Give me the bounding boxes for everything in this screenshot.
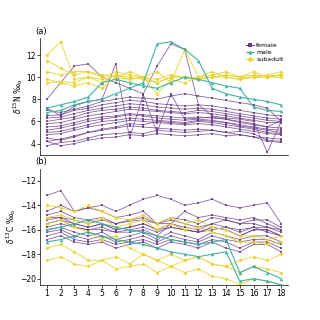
- Text: (a): (a): [35, 27, 47, 36]
- Y-axis label: $\delta^{15}$N ‰$_o$: $\delta^{15}$N ‰$_o$: [11, 79, 25, 115]
- Legend: female, male, subadult: female, male, subadult: [245, 42, 285, 63]
- Text: (b): (b): [35, 157, 47, 166]
- Y-axis label: $\delta^{13}$C ‰$_o$: $\delta^{13}$C ‰$_o$: [4, 209, 19, 244]
